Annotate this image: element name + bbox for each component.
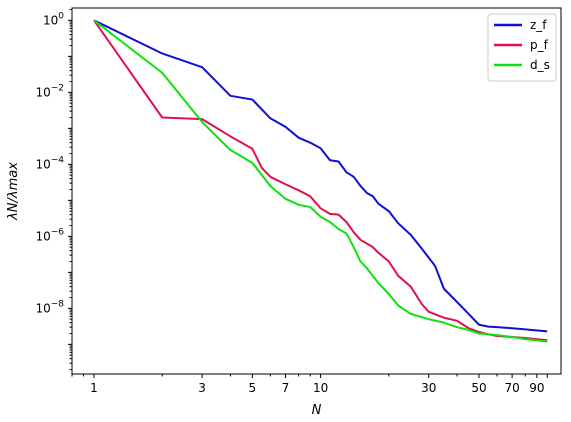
- y-tick-label: 10−2: [35, 83, 64, 99]
- x-tick-label: 50: [471, 381, 486, 395]
- x-axis-label: N: [312, 403, 322, 418]
- y-axis-label: λN/λmax: [6, 162, 21, 221]
- x-tick-label: 10: [313, 381, 328, 395]
- plot-frame: [71, 7, 562, 375]
- legend-label-d_s: d_s: [530, 58, 550, 72]
- x-tick-label: 90: [529, 381, 544, 395]
- x-tick-label: 3: [198, 381, 206, 395]
- y-tick-label: 10−4: [35, 155, 64, 171]
- legend-label-z_f: z_f: [530, 18, 547, 32]
- x-tick-label: 70: [504, 381, 519, 395]
- x-tick-label: 5: [249, 381, 257, 395]
- series-line-p_f: [93, 19, 548, 342]
- legend: z_f p_f d_s: [487, 13, 557, 82]
- x-tick-label: 1: [90, 381, 98, 395]
- x-axis: 1 3 5 7 10 30 50 70 90: [71, 374, 548, 395]
- series-line-d_s: [93, 19, 548, 343]
- x-tick-label: 7: [282, 381, 290, 395]
- legend-label-p_f: p_f: [530, 38, 549, 52]
- y-axis: 100 10−2 10−4 10−6 10−8: [35, 8, 72, 371]
- series-line-z_f: [93, 19, 548, 333]
- y-tick-label: 10−8: [35, 299, 64, 315]
- y-tick-label: 100: [43, 11, 64, 27]
- x-tick-label: 30: [421, 381, 436, 395]
- y-tick-label: 10−6: [35, 227, 64, 243]
